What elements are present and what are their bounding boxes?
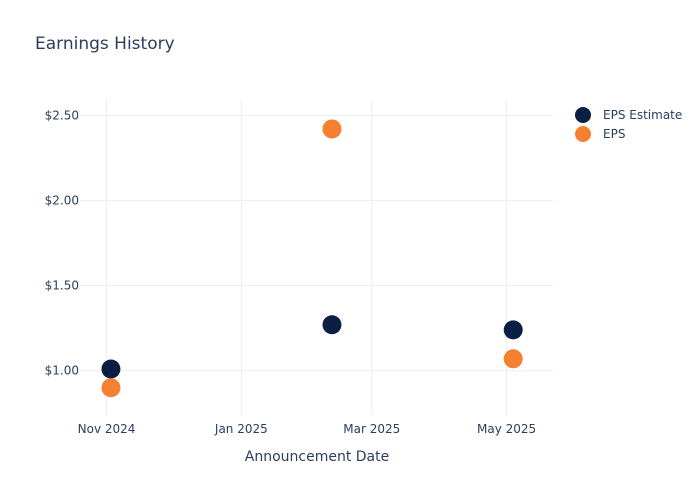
legend-marker <box>575 107 591 123</box>
x-axis-label: Announcement Date <box>245 449 389 465</box>
eps-estimate-point[interactable] <box>101 359 121 379</box>
legend-label: EPS Estimate <box>603 108 682 122</box>
x-tick-label: Jan 2025 <box>214 422 268 436</box>
y-axis-ticks: $1.00 $1.50 $2.00 $2.50 <box>45 108 79 377</box>
legend-item-eps[interactable]: EPS <box>575 126 625 142</box>
x-tick-label: May 2025 <box>477 422 536 436</box>
eps-estimate-point[interactable] <box>322 315 342 335</box>
legend-label: EPS <box>603 127 625 141</box>
y-tick-label: $2.50 <box>45 108 79 122</box>
chart-title: Earnings History <box>35 34 175 54</box>
eps-point[interactable] <box>322 119 342 139</box>
x-tick-label: Mar 2025 <box>343 422 400 436</box>
grid-lines <box>80 100 553 415</box>
y-tick-label: $1.00 <box>45 364 79 378</box>
y-tick-label: $2.00 <box>45 193 79 207</box>
x-tick-label: Nov 2024 <box>78 422 136 436</box>
eps-estimate-point[interactable] <box>503 320 523 340</box>
legend-marker <box>575 126 591 142</box>
data-points <box>101 119 523 398</box>
y-tick-label: $1.50 <box>45 279 79 293</box>
eps-point[interactable] <box>503 349 523 369</box>
legend-item-eps-estimate[interactable]: EPS Estimate <box>575 107 682 123</box>
x-axis-ticks: Nov 2024 Jan 2025 Mar 2025 May 2025 <box>78 422 537 436</box>
legend[interactable]: EPS Estimate EPS <box>575 107 682 142</box>
eps-point[interactable] <box>101 378 121 398</box>
